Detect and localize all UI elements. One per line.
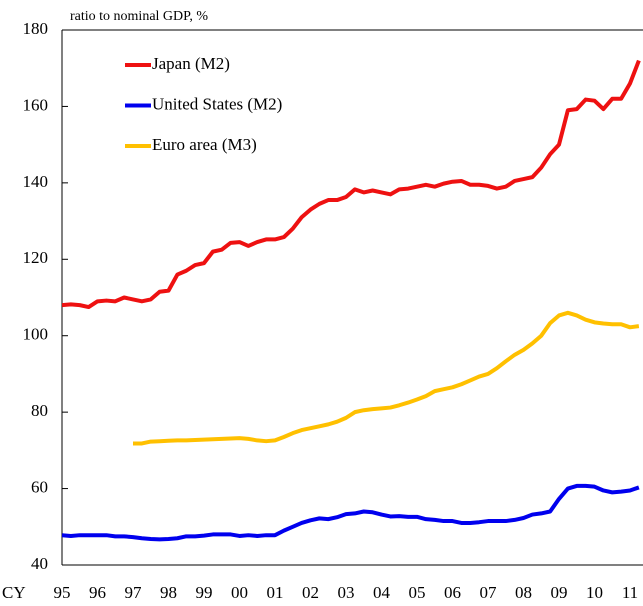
x-tick-label: 01 xyxy=(267,583,284,602)
y-tick-label: 100 xyxy=(23,325,49,344)
y-tick-label: 80 xyxy=(31,401,48,420)
x-tick-label: 95 xyxy=(54,583,71,602)
chart-subtitle: ratio to nominal GDP, % xyxy=(70,9,208,24)
legend-label: Euro area (M3) xyxy=(152,135,257,154)
x-tick-label: 98 xyxy=(160,583,177,602)
x-tick-label: 04 xyxy=(373,583,391,602)
legend-label: United States (M2) xyxy=(152,94,282,113)
x-tick-label: 09 xyxy=(551,583,568,602)
series-line xyxy=(133,310,640,446)
y-tick-label: 160 xyxy=(23,95,49,114)
x-tick-label: 96 xyxy=(89,583,106,602)
series-line xyxy=(62,59,641,310)
y-tick-label: 60 xyxy=(31,477,48,496)
y-tick-label: 140 xyxy=(23,172,49,191)
x-tick-label: 00 xyxy=(231,583,248,602)
x-tick-label: 06 xyxy=(444,583,461,602)
plot-lines xyxy=(62,59,641,542)
x-tick-label: 03 xyxy=(338,583,355,602)
y-tick-label: 180 xyxy=(23,19,49,38)
x-tick-label: 02 xyxy=(302,583,319,602)
legend-label: Japan (M2) xyxy=(152,54,230,73)
x-tick-label: 97 xyxy=(125,583,143,602)
x-tick-label: 05 xyxy=(409,583,426,602)
y-tick-label: 40 xyxy=(31,554,48,573)
x-tick-label: 11 xyxy=(622,583,638,602)
x-tick-label: 08 xyxy=(515,583,532,602)
series-line xyxy=(62,483,640,542)
x-axis-label: CY xyxy=(2,583,26,602)
x-tick-label: 07 xyxy=(480,583,498,602)
x-tick-label: 99 xyxy=(196,583,213,602)
x-tick-label: 10 xyxy=(586,583,603,602)
y-tick-label: 120 xyxy=(23,248,49,267)
